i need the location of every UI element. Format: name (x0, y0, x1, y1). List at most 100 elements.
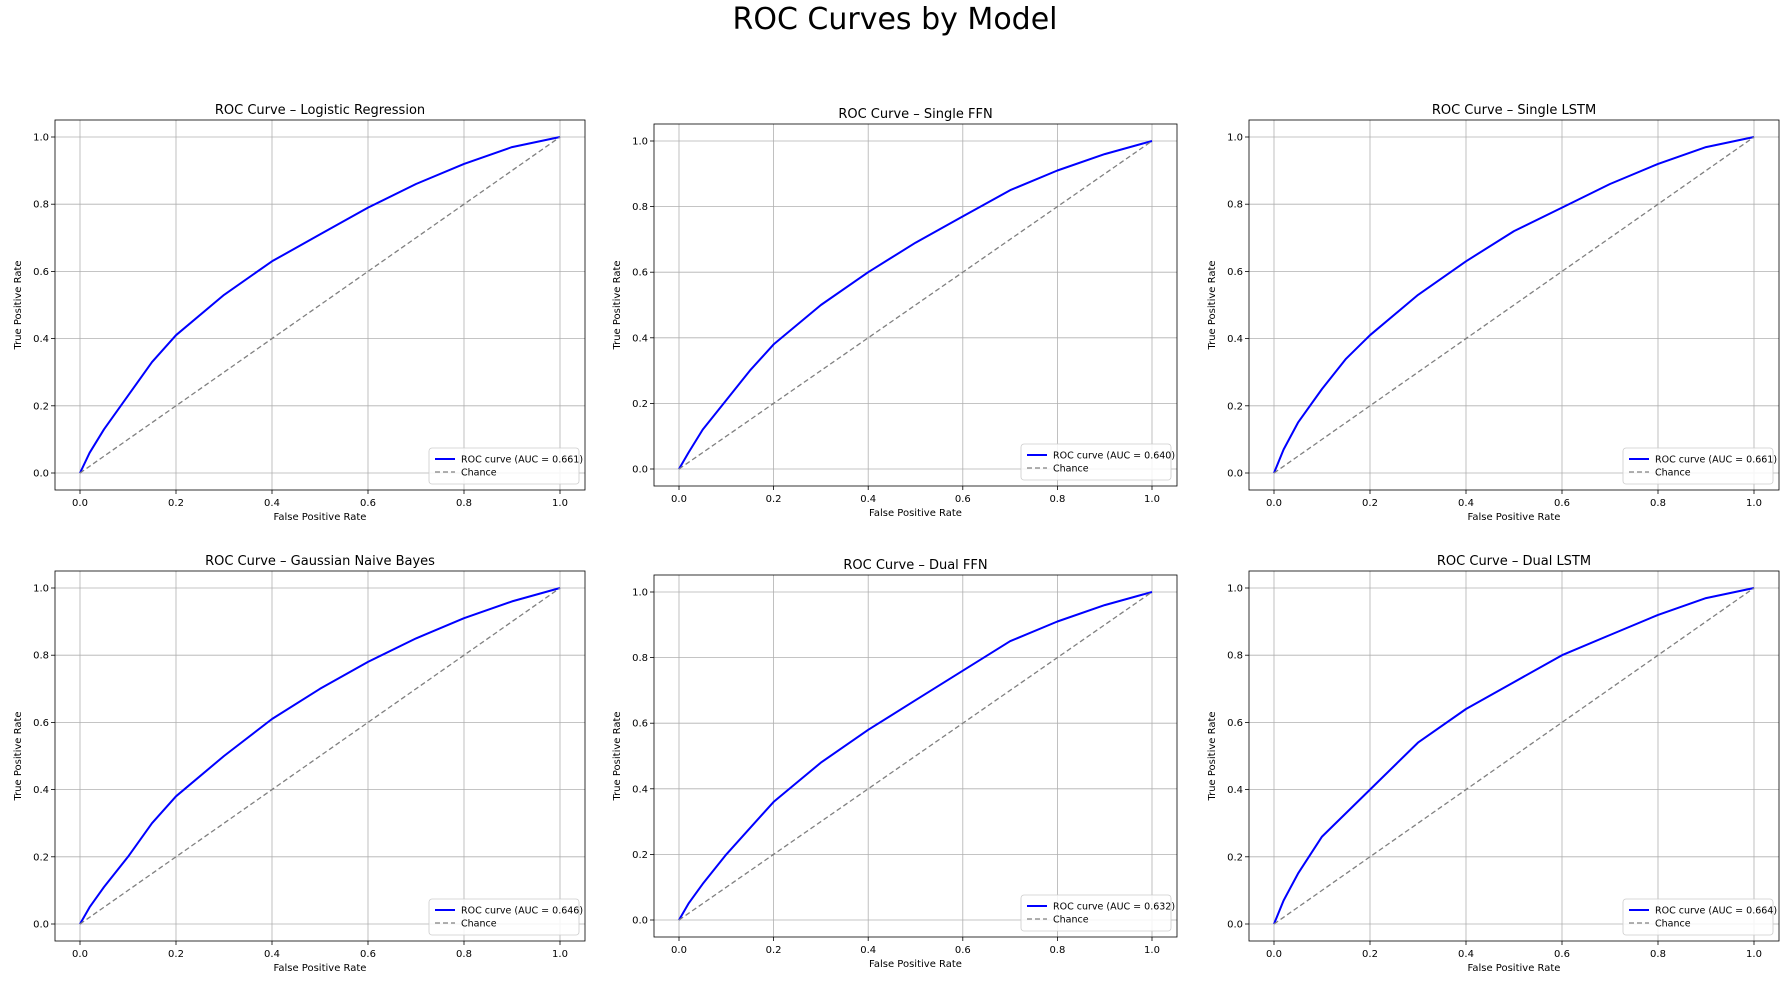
y-tick-label: 1.0 (33, 133, 49, 144)
x-tick-label: 0.8 (1650, 949, 1666, 960)
legend-box (1020, 894, 1172, 932)
legend: ROC curve (AUC = 0.640) Chance (1020, 443, 1175, 481)
chance-line (1273, 136, 1755, 474)
legend: ROC curve (AUC = 0.632) Chance (1020, 894, 1175, 932)
chart-dual-ffn: ROC Curve – Dual FFN 0.0 0.0 0.2 0.2 0.4 0.4 0.… (597, 520, 1194, 985)
y-tick-label: 0.8 (1227, 200, 1243, 211)
y-tick-label: 0.6 (632, 719, 648, 730)
legend-label: Chance (461, 468, 497, 479)
legend-label: ROC curve (AUC = 0.661) (461, 455, 583, 466)
x-axis-label: False Positive Rate (869, 508, 962, 519)
y-tick-label: 0.0 (1227, 469, 1243, 480)
legend-label: ROC curve (AUC = 0.632) (1053, 902, 1175, 913)
x-tick-label: 0.4 (264, 498, 280, 509)
y-tick-label: 0.0 (632, 465, 648, 476)
chance-line (79, 587, 561, 925)
roc-curve-line (1273, 136, 1755, 474)
chart-single-lstm: ROC Curve – Single LSTM 0.0 0.0 0.2 0.2 0.4 0.… (1194, 60, 1790, 523)
y-axis-label: True Positive Rate (13, 260, 24, 350)
x-tick-label: 1.0 (552, 949, 568, 960)
plot-frame (54, 119, 586, 491)
legend: ROC curve (AUC = 0.664) Chance (1622, 898, 1777, 936)
x-tick-label: 0.4 (860, 494, 876, 505)
x-tick-label: 0.8 (1049, 945, 1065, 956)
x-tick-label: 0.0 (72, 498, 88, 509)
y-tick-label: 0.0 (33, 920, 49, 931)
y-tick-label: 1.0 (632, 588, 648, 599)
x-tick-label: 1.0 (1746, 949, 1762, 960)
roc-curve-line (79, 587, 561, 925)
x-tick-label: 0.2 (1362, 498, 1378, 509)
x-axis-label: False Positive Rate (1468, 963, 1561, 974)
roc-chart-svg: ROC Curve – Single LSTM 0.0 0.0 0.2 0.2 0.4 0.… (1207, 103, 1780, 523)
legend-label: ROC curve (AUC = 0.640) (1053, 451, 1175, 462)
y-tick-label: 0.4 (33, 785, 49, 796)
y-tick-label: 0.2 (632, 399, 648, 410)
y-tick-label: 0.6 (1227, 718, 1243, 729)
roc-chart-svg: ROC Curve – Single FFN 0.0 0.0 0.2 0.2 0.4 0.4… (612, 107, 1178, 519)
x-tick-label: 1.0 (1144, 945, 1160, 956)
chart-gaussian-naive-bayes: ROC Curve – Gaussian Naive Bayes 0.0 0.0 0.… (0, 520, 597, 985)
plot-frame (653, 574, 1178, 938)
y-tick-label: 0.0 (33, 469, 49, 480)
y-axis-label: True Positive Rate (612, 260, 623, 350)
legend-box (428, 898, 580, 936)
y-tick-label: 1.0 (632, 137, 648, 148)
roc-chart-svg: ROC Curve – Dual LSTM 0.0 0.0 0.2 0.2 0.4 0.4 0… (1207, 554, 1780, 974)
y-tick-label: 0.2 (33, 852, 49, 863)
y-tick-label: 0.4 (33, 334, 49, 345)
x-axis-label: False Positive Rate (1468, 512, 1561, 523)
y-tick-label: 1.0 (1227, 584, 1243, 595)
legend-label: Chance (1053, 464, 1089, 475)
legend-box (428, 447, 580, 485)
y-tick-label: 0.8 (1227, 651, 1243, 662)
y-tick-label: 0.2 (632, 850, 648, 861)
y-tick-label: 0.4 (632, 333, 648, 344)
legend-box (1020, 443, 1172, 481)
y-axis-label: True Positive Rate (612, 711, 623, 801)
y-tick-label: 0.8 (632, 653, 648, 664)
chart-title: ROC Curve – Dual LSTM (1437, 554, 1591, 569)
x-tick-label: 0.8 (456, 949, 472, 960)
plot-frame (1248, 119, 1780, 491)
roc-curve-line (79, 136, 561, 474)
figure-title: ROC Curves by Model (732, 2, 1058, 37)
y-tick-label: 0.4 (1227, 334, 1243, 345)
x-tick-label: 0.0 (671, 494, 687, 505)
legend-label: ROC curve (AUC = 0.646) (461, 906, 583, 917)
x-tick-label: 0.8 (1650, 498, 1666, 509)
legend: ROC curve (AUC = 0.661) Chance (1622, 447, 1777, 485)
x-tick-label: 0.6 (360, 498, 376, 509)
x-tick-label: 0.6 (955, 494, 971, 505)
chance-line (678, 591, 1153, 921)
chart-title: ROC Curve – Dual FFN (843, 558, 987, 573)
y-tick-label: 0.6 (33, 267, 49, 278)
x-tick-label: 0.6 (1554, 949, 1570, 960)
y-tick-label: 0.4 (1227, 785, 1243, 796)
x-tick-label: 0.2 (1362, 949, 1378, 960)
x-tick-label: 1.0 (1746, 498, 1762, 509)
roc-chart-svg: ROC Curve – Gaussian Naive Bayes 0.0 0.0 0.… (13, 554, 586, 974)
chance-line (79, 136, 561, 474)
x-tick-label: 0.8 (456, 498, 472, 509)
legend: ROC curve (AUC = 0.646) Chance (428, 898, 583, 936)
chart-title: ROC Curve – Logistic Regression (215, 103, 425, 118)
legend-label: Chance (1053, 915, 1089, 926)
y-tick-label: 0.2 (33, 401, 49, 412)
legend-box (1622, 447, 1774, 485)
y-tick-label: 0.2 (1227, 401, 1243, 412)
legend-label: ROC curve (AUC = 0.664) (1655, 906, 1777, 917)
x-tick-label: 0.6 (360, 949, 376, 960)
chart-single-ffn: ROC Curve – Single FFN 0.0 0.0 0.2 0.2 0.4 0.4… (597, 60, 1194, 520)
plot-frame (653, 123, 1178, 487)
x-tick-label: 0.2 (168, 498, 184, 509)
y-tick-label: 0.8 (33, 200, 49, 211)
x-tick-label: 0.8 (1049, 494, 1065, 505)
x-tick-label: 0.2 (766, 945, 782, 956)
legend-box (1622, 898, 1774, 936)
y-tick-label: 0.4 (632, 784, 648, 795)
y-axis-label: True Positive Rate (13, 711, 24, 801)
y-tick-label: 0.8 (33, 651, 49, 662)
y-tick-label: 0.0 (1227, 920, 1243, 931)
y-tick-label: 0.0 (632, 916, 648, 927)
